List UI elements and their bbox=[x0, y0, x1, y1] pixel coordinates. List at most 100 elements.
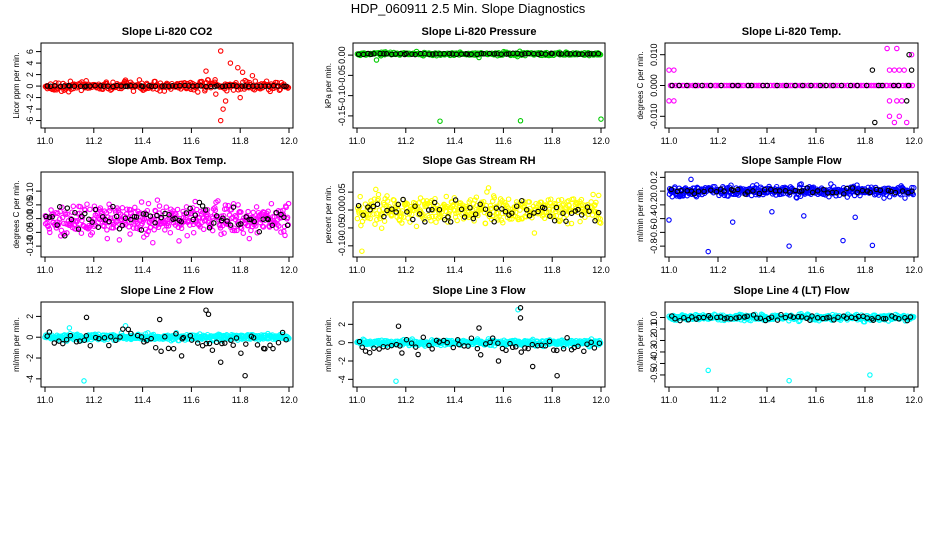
data-point bbox=[44, 333, 50, 339]
x-tick-label: 12.0 bbox=[905, 395, 923, 405]
data-point bbox=[156, 316, 163, 323]
data-point bbox=[56, 338, 62, 344]
data-point bbox=[169, 83, 176, 89]
y-tick-label: 2 bbox=[337, 322, 347, 327]
data-point bbox=[873, 82, 880, 89]
data-point bbox=[131, 213, 138, 220]
data-point bbox=[59, 204, 65, 211]
data-point bbox=[144, 337, 150, 344]
data-point bbox=[141, 339, 147, 345]
data-point bbox=[64, 205, 71, 211]
data-point bbox=[799, 188, 805, 194]
data-point bbox=[132, 204, 138, 211]
data-point bbox=[225, 221, 231, 228]
data-point bbox=[560, 346, 567, 352]
data-point bbox=[159, 83, 165, 89]
data-point bbox=[768, 314, 775, 320]
data-point bbox=[412, 203, 418, 209]
data-point bbox=[867, 372, 873, 378]
data-point bbox=[821, 186, 827, 193]
data-point bbox=[487, 211, 493, 218]
data-point bbox=[384, 198, 391, 204]
data-point bbox=[128, 216, 134, 223]
data-point bbox=[227, 222, 234, 228]
data-point bbox=[910, 313, 917, 320]
data-point bbox=[899, 188, 906, 194]
data-point bbox=[593, 199, 599, 206]
data-point bbox=[468, 51, 474, 58]
x-tick-label: 11.0 bbox=[37, 265, 54, 275]
data-point bbox=[194, 340, 201, 346]
y-tick-label: 0.00 bbox=[337, 201, 347, 219]
data-point bbox=[220, 213, 227, 219]
series-flagged bbox=[669, 311, 914, 324]
data-point bbox=[59, 214, 66, 221]
data-point bbox=[150, 239, 156, 246]
y-axis-label: ml/min per min. bbox=[636, 187, 645, 242]
data-point bbox=[106, 342, 112, 349]
data-point bbox=[148, 335, 154, 342]
data-point bbox=[558, 196, 565, 203]
data-point bbox=[672, 315, 678, 322]
data-point bbox=[844, 185, 850, 192]
data-point bbox=[496, 213, 502, 220]
data-point bbox=[841, 82, 847, 89]
data-point bbox=[886, 194, 893, 200]
data-point bbox=[259, 223, 266, 229]
data-point bbox=[591, 345, 598, 351]
plot-frame bbox=[352, 42, 606, 129]
data-point bbox=[523, 207, 530, 213]
data-point bbox=[482, 220, 489, 227]
data-point bbox=[909, 82, 916, 89]
data-point bbox=[776, 188, 783, 194]
y-tick-label: -0.05 bbox=[337, 65, 347, 86]
data-point bbox=[578, 212, 585, 218]
data-point bbox=[81, 337, 88, 343]
data-point bbox=[79, 213, 85, 220]
data-point bbox=[707, 315, 714, 321]
data-point bbox=[81, 378, 87, 384]
data-point bbox=[46, 214, 53, 220]
data-point bbox=[814, 188, 821, 194]
data-point bbox=[792, 82, 798, 89]
data-point bbox=[57, 216, 63, 222]
x-tick-label: 11.2 bbox=[397, 265, 414, 275]
data-point bbox=[768, 186, 774, 193]
data-point bbox=[553, 213, 560, 219]
series-all bbox=[42, 197, 292, 246]
x-tick-label: 11.4 bbox=[446, 136, 463, 146]
data-point bbox=[756, 82, 763, 89]
series-all bbox=[354, 48, 604, 124]
data-point bbox=[420, 334, 427, 341]
data-point bbox=[689, 314, 695, 320]
data-point bbox=[217, 222, 223, 229]
data-point bbox=[584, 51, 591, 57]
y-tick-label: 0.0 bbox=[649, 311, 659, 324]
y-tick-label: 0 bbox=[25, 84, 35, 89]
data-point bbox=[765, 315, 772, 322]
data-point bbox=[476, 325, 482, 331]
series-flagged bbox=[668, 185, 915, 197]
data-point bbox=[778, 311, 784, 318]
data-point bbox=[458, 206, 465, 213]
data-point bbox=[140, 211, 147, 217]
data-point bbox=[903, 119, 910, 126]
data-point bbox=[558, 51, 565, 57]
data-point bbox=[92, 334, 99, 341]
chart-rh: Slope Gas Stream RH 11.0 11.2 11.4 11.6 11.8 1… bbox=[324, 155, 610, 275]
data-point bbox=[740, 82, 747, 89]
data-point bbox=[534, 342, 541, 349]
data-point bbox=[285, 200, 292, 207]
data-point bbox=[564, 335, 570, 341]
chart-amb: Slope Amb. Box Temp. 11.0 11.2 11.4 11.6 11.8… bbox=[12, 155, 298, 275]
data-point bbox=[454, 337, 461, 343]
data-point bbox=[551, 217, 558, 224]
data-point bbox=[138, 199, 145, 205]
y-tick-label: 0.00 bbox=[25, 210, 35, 228]
data-point bbox=[408, 340, 415, 346]
data-point bbox=[579, 51, 586, 57]
data-point bbox=[152, 83, 159, 90]
data-point bbox=[429, 346, 435, 352]
data-point bbox=[251, 218, 257, 225]
data-point bbox=[748, 82, 755, 89]
